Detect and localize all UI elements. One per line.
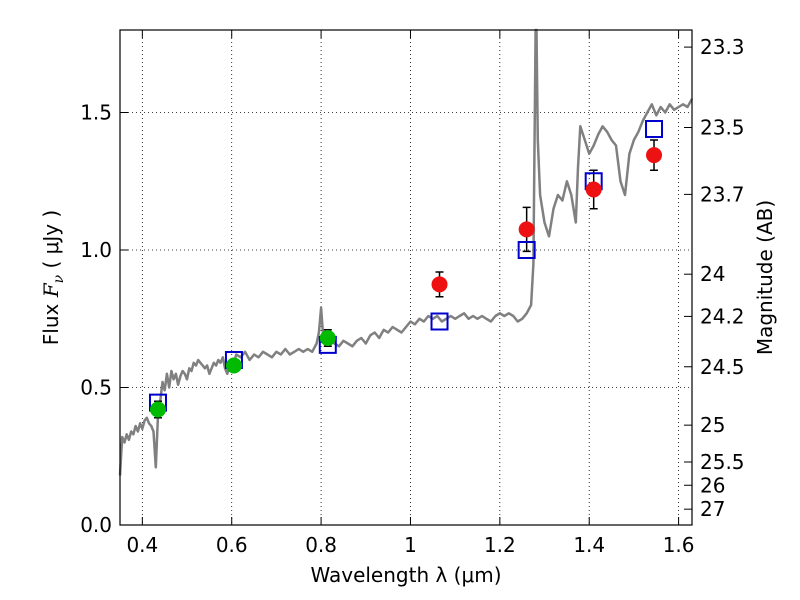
y-axis-label: Flux Fν ( μJy ) bbox=[39, 210, 67, 345]
x-tick-label: 0.8 bbox=[305, 533, 337, 557]
x-tick-label: 1.6 bbox=[663, 533, 695, 557]
x-tick-label: 0.6 bbox=[216, 533, 248, 557]
observed-marker bbox=[225, 357, 242, 374]
right-tick-label: 23.5 bbox=[700, 116, 745, 140]
observed-marker bbox=[518, 221, 535, 238]
observed-marker bbox=[149, 401, 166, 418]
model-photometry-points bbox=[148, 120, 664, 412]
observed-marker bbox=[319, 330, 336, 346]
right-tick-label: 24.5 bbox=[700, 355, 745, 379]
axis-ticks: 0.4 0.6 0.8 1 1.2 1.4 1.6 0.0 0.5 1.0 1.5 23.3 23.5 2… bbox=[80, 30, 745, 557]
observed-marker bbox=[431, 276, 448, 293]
x-tick-label: 1 bbox=[404, 533, 417, 557]
observed-marker bbox=[585, 181, 602, 198]
right-tick-label: 25.5 bbox=[700, 450, 745, 474]
model-photometry-marker bbox=[430, 312, 449, 331]
y-tick-label: 1.5 bbox=[80, 101, 112, 125]
y-axis-label-unit: ( μJy ) bbox=[39, 210, 63, 275]
model-photometry-marker bbox=[645, 120, 664, 138]
right-axis-label: Magnitude (AB) bbox=[753, 200, 777, 355]
right-tick-label: 24.2 bbox=[700, 304, 745, 328]
y-tick-label: 1.0 bbox=[80, 238, 112, 262]
x-tick-label: 1.2 bbox=[484, 533, 516, 557]
observed-marker bbox=[646, 147, 663, 164]
y-axis-label-prefix: Flux bbox=[39, 297, 63, 345]
right-tick-label: 27 bbox=[700, 497, 725, 521]
right-tick-label: 25 bbox=[700, 413, 725, 437]
right-tick-label: 23.3 bbox=[700, 35, 745, 59]
spectrum-line bbox=[118, 28, 694, 476]
observed-points bbox=[149, 147, 663, 418]
x-axis-label: Wavelength λ (μm) bbox=[310, 563, 501, 587]
y-tick-label: 0.0 bbox=[80, 513, 112, 537]
grid-lines bbox=[120, 30, 692, 525]
y-axis-label-symbol: F bbox=[39, 282, 63, 298]
right-tick-label: 23.7 bbox=[700, 182, 745, 206]
right-tick-label: 24 bbox=[700, 262, 725, 286]
x-tick-label: 0.4 bbox=[126, 533, 158, 557]
plot-frame bbox=[119, 29, 693, 526]
y-tick-label: 0.5 bbox=[80, 376, 112, 400]
right-tick-label: 26 bbox=[700, 473, 725, 497]
y-axis-label-subscript: ν bbox=[51, 274, 67, 283]
model-spectrum bbox=[118, 28, 694, 476]
x-tick-label: 1.4 bbox=[573, 533, 605, 557]
error-bars bbox=[153, 139, 659, 419]
model-photometry-marker bbox=[517, 241, 536, 259]
